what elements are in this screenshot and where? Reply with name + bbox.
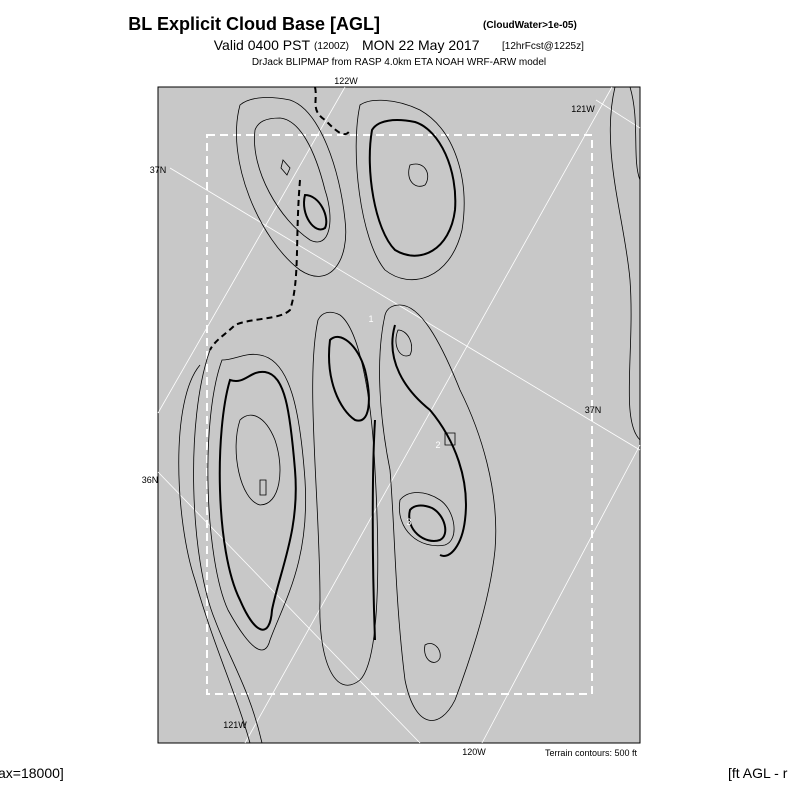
date: MON 22 May 2017 [362, 37, 480, 53]
contour [280, 159, 291, 176]
contour [303, 193, 328, 231]
contour [259, 479, 267, 496]
grid-label: 122W [334, 76, 358, 86]
contour [424, 643, 441, 663]
contour [312, 311, 379, 686]
valid: Valid 0400 PST [214, 37, 311, 53]
contour [629, 86, 641, 181]
contour [328, 335, 370, 422]
grid-labels: 122W 121W 37N 37N 36N 121W 120W [142, 76, 602, 757]
grid-label: 120W [462, 747, 486, 757]
parallel [169, 167, 641, 451]
inner-domain [206, 134, 593, 695]
footer-right: [ft AGL - r [728, 765, 788, 781]
contours [178, 86, 641, 744]
contour [368, 119, 457, 257]
contour [398, 492, 455, 547]
contour [235, 414, 281, 506]
contour [236, 97, 347, 277]
parallel [595, 99, 641, 129]
footer-left: ax=18000] [0, 765, 64, 781]
contour [379, 304, 497, 721]
contour [609, 86, 641, 441]
valid-utc: (1200Z) [314, 41, 349, 52]
terrain-note: Terrain contours: 500 ft [545, 748, 638, 758]
contour [395, 329, 413, 357]
grid-label: 37N [150, 165, 167, 175]
contour-labels: 1 2 3 [368, 314, 440, 527]
graticule [157, 86, 641, 744]
forecast: [12hrFcst@1225z] [502, 41, 584, 52]
contour [444, 432, 456, 446]
coastline [209, 86, 351, 351]
contour [408, 163, 429, 187]
contour [218, 370, 297, 631]
title: BL Explicit Cloud Base [AGL] [128, 14, 380, 34]
contour [408, 504, 447, 542]
meridian [244, 86, 613, 744]
grid-label: 36N [142, 475, 159, 485]
contour-label: 1 [368, 314, 373, 324]
source: DrJack BLIPMAP from RASP 4.0km ETA NOAH … [252, 57, 546, 68]
parallel [157, 471, 421, 744]
contour [193, 349, 263, 744]
meridian [157, 86, 346, 414]
grid-label: 121W [571, 104, 595, 114]
title-note: (CloudWater>1e-05) [483, 20, 577, 31]
contour [207, 353, 307, 651]
contour-label: 2 [435, 440, 440, 450]
map-area [157, 86, 641, 744]
grid-label: 37N [585, 405, 602, 415]
grid-label: 121W [223, 720, 247, 730]
contour [371, 324, 467, 641]
contour [254, 117, 331, 243]
contour-label: 3 [406, 517, 411, 527]
contour [355, 99, 465, 281]
contour [178, 364, 251, 744]
